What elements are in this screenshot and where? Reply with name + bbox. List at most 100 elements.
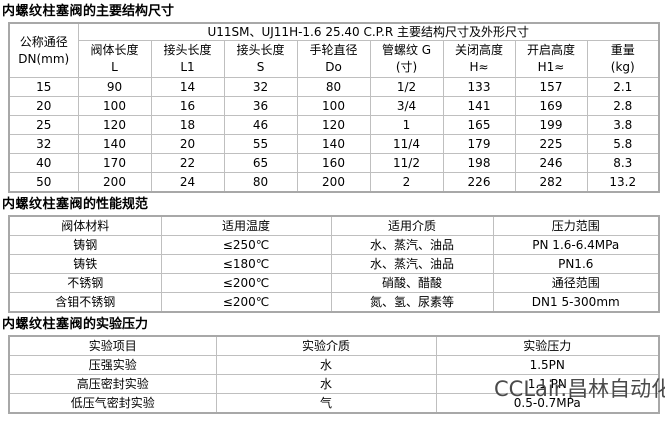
table-cell: 0.5-0.7MPa bbox=[435, 393, 660, 414]
table-cell: 32 bbox=[223, 77, 298, 97]
table-row: 铸铁 ≤180℃ 水、蒸汽、油品 PN1.6 bbox=[8, 254, 660, 274]
table-cell: 50 bbox=[8, 172, 79, 193]
performance-spec-body: 阀体材料 适用温度 适用介质 压力范围 铸钢 ≤250℃ 水、蒸汽、油品 PN 1.6-6.4… bbox=[8, 215, 660, 313]
table-cell: 65 bbox=[223, 153, 298, 173]
table-cell: 1/2 bbox=[369, 77, 444, 97]
column-header: 关闭高度 H≈ bbox=[442, 40, 516, 78]
table-row: 40 170 22 65 160 11/2 198 246 8.3 bbox=[8, 153, 660, 173]
table-cell: 90 bbox=[77, 77, 152, 97]
table-cell: 32 bbox=[8, 134, 79, 154]
table-row: 不锈钢 ≤200℃ 硝酸、醋酸 通径范围 bbox=[8, 273, 660, 293]
table-cell: 8.3 bbox=[586, 153, 660, 173]
table-cell: 氮、氢、尿素等 bbox=[330, 292, 494, 313]
table-row: 高压密封实验水 1.1 PN bbox=[8, 374, 660, 394]
table-cell: 179 bbox=[442, 134, 516, 154]
table-cell: 40 bbox=[8, 153, 79, 173]
column-header: 管螺纹 G (寸) bbox=[369, 40, 444, 78]
table-cell: 133 bbox=[442, 77, 516, 97]
table-cell: 141 bbox=[442, 96, 516, 116]
table-cell: 不锈钢 bbox=[8, 273, 162, 293]
corner-header: 公称通径 DN(mm) bbox=[8, 22, 79, 78]
table-cell: 200 bbox=[77, 172, 152, 193]
column-header: 实验项目 bbox=[8, 335, 217, 356]
table-cell: 2.8 bbox=[586, 96, 660, 116]
table-cell: 226 bbox=[442, 172, 516, 193]
table-cell: 高压密封实验 bbox=[8, 374, 217, 394]
table-cell: 80 bbox=[223, 172, 298, 193]
table-cell: 气 bbox=[215, 393, 437, 414]
table-cell: 硝酸、醋酸 bbox=[330, 273, 494, 293]
table-cell: 11/4 bbox=[369, 134, 444, 154]
table-cell: ≤250℃ bbox=[160, 235, 332, 255]
table-cell: 225 bbox=[514, 134, 588, 154]
column-header: 接头长度 L1 bbox=[150, 40, 225, 78]
table-cell: 1.5PN bbox=[435, 355, 660, 375]
table-cell: 13.2 bbox=[586, 172, 660, 193]
table-row: 铸钢 ≤250℃ 水、蒸汽、油品 PN 1.6-6.4MPa bbox=[8, 235, 660, 255]
table-cell: 100 bbox=[296, 96, 371, 116]
table-cell: 25 bbox=[8, 115, 79, 135]
test-pressure-body: 实验项目 实验介质 实验压力 压强实验水 1.5PN 高压密封实验水 1.1 PN 低压气密封… bbox=[8, 335, 660, 414]
table-cell: 铸钢 bbox=[8, 235, 162, 255]
table-row: 低压气密封实验气 0.5-0.7MPa bbox=[8, 393, 660, 414]
table-cell: 169 bbox=[514, 96, 588, 116]
table-row: 压强实验水 1.5PN bbox=[8, 355, 660, 375]
table-cell: 通径范围 bbox=[492, 273, 660, 293]
column-header: 实验介质 bbox=[215, 335, 437, 356]
table-cell: PN1.6 bbox=[492, 254, 660, 274]
table-row: 32 140 20 55 140 11/4 179 225 5.8 bbox=[8, 134, 660, 154]
table-cell: 22 bbox=[150, 153, 225, 173]
table-cell: 14 bbox=[150, 77, 225, 97]
column-header: 适用介质 bbox=[330, 215, 494, 236]
column-header: 手轮直径 Do bbox=[296, 40, 371, 78]
table-cell: 140 bbox=[77, 134, 152, 154]
table-cell: 282 bbox=[514, 172, 588, 193]
table-cell: 含钼不锈钢 bbox=[8, 292, 162, 313]
table-cell: ≤180℃ bbox=[160, 254, 332, 274]
test-pressure-table: 实验项目 实验介质 实验压力 压强实验水 1.5PN 高压密封实验水 1.1 PN 低压气密封… bbox=[8, 335, 660, 414]
section1-title-product: 内螺纹柱塞阀 bbox=[2, 4, 84, 19]
table-row: 20 100 16 36 100 3/4 141 169 2.8 bbox=[8, 96, 660, 116]
table-cell: 20 bbox=[8, 96, 79, 116]
section3-title-suffix: 的实验压力 bbox=[83, 317, 149, 332]
table-cell: 198 bbox=[442, 153, 516, 173]
table-cell: 140 bbox=[296, 134, 371, 154]
table-cell: 46 bbox=[223, 115, 298, 135]
table-cell: 1 bbox=[369, 115, 444, 135]
table-cell: 120 bbox=[296, 115, 371, 135]
table-cell: 120 bbox=[77, 115, 152, 135]
table-cell: 55 bbox=[223, 134, 298, 154]
structure-dimensions-body: 公称通径 DN(mm) U11SM、UJ11H-1.6 25.40 C.P.R 主… bbox=[8, 22, 660, 193]
performance-spec-table: 阀体材料 适用温度 适用介质 压力范围 铸钢 ≤250℃ 水、蒸汽、油品 PN 1.6-6.4… bbox=[8, 215, 660, 313]
table-cell: 15 bbox=[8, 77, 79, 97]
section3-title-product: 内螺纹柱塞阀 bbox=[2, 317, 84, 332]
column-header-row: 阀体材料 适用温度 适用介质 压力范围 bbox=[8, 215, 660, 236]
column-header: 实验压力 bbox=[435, 335, 660, 356]
table-cell: 水 bbox=[215, 355, 437, 375]
table-cell: 170 bbox=[77, 153, 152, 173]
structure-dimensions-table: 公称通径 DN(mm) U11SM、UJ11H-1.6 25.40 C.P.R 主… bbox=[8, 22, 660, 193]
column-header-row: 实验项目 实验介质 实验压力 bbox=[8, 335, 660, 356]
table-row: 50 200 24 80 200 2 226 282 13.2 bbox=[8, 172, 660, 193]
table-cell: 水、蒸汽、油品 bbox=[330, 235, 494, 255]
table-cell: ≤200℃ bbox=[160, 273, 332, 293]
table-cell: ≤200℃ bbox=[160, 292, 332, 313]
table-cell: 低压气密封实验 bbox=[8, 393, 217, 414]
table-cell: PN 1.6-6.4MPa bbox=[492, 235, 660, 255]
column-header: 压力范围 bbox=[492, 215, 660, 236]
table-cell: 5.8 bbox=[586, 134, 660, 154]
section3-title: 内螺纹柱塞阀的实验压力 bbox=[0, 313, 665, 335]
model-banner: U11SM、UJ11H-1.6 25.40 C.P.R 主要结构尺寸及外形尺寸 bbox=[77, 22, 660, 41]
column-header: 阀体材料 bbox=[8, 215, 162, 236]
column-header-row: 阀体长度 L 接头长度 L1 接头长度 S 手轮直径 Do 管螺纹 G (寸) 关闭高度 … bbox=[9, 40, 660, 78]
table-cell: 24 bbox=[150, 172, 225, 193]
table-cell: 165 bbox=[442, 115, 516, 135]
section1-title-suffix: 的主要结构尺寸 bbox=[83, 4, 175, 19]
table-cell: 80 bbox=[296, 77, 371, 97]
table-cell: 水 bbox=[215, 374, 437, 394]
table-cell: 18 bbox=[150, 115, 225, 135]
section2-title-product: 内螺纹柱塞阀 bbox=[2, 197, 84, 212]
table-cell: 3.8 bbox=[586, 115, 660, 135]
table-cell: 157 bbox=[514, 77, 588, 97]
table-cell: 11/2 bbox=[369, 153, 444, 173]
